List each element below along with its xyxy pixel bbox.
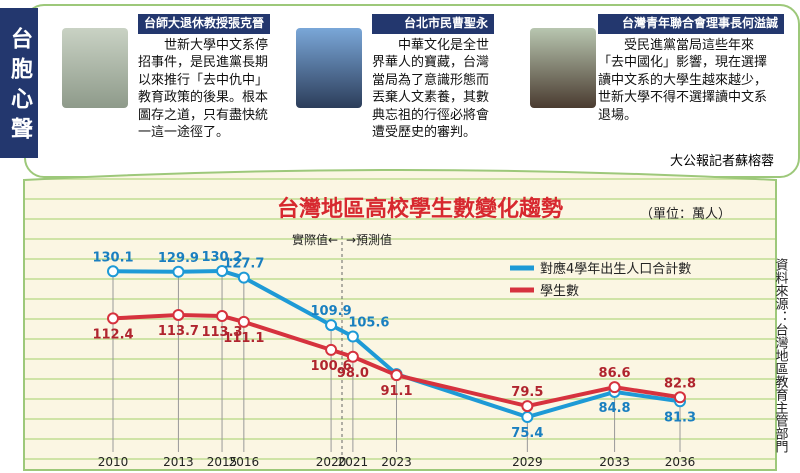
x-tick-label: 2021 [338, 455, 369, 469]
data-label: 113.7 [158, 324, 199, 339]
data-point [325, 319, 338, 332]
data-label: 81.3 [664, 410, 696, 425]
data-label: 111.1 [223, 331, 264, 346]
quote-line: 典忘祖的行徑必將會 [372, 107, 490, 123]
quote-line: 招事件，是民進黨長期 [138, 55, 269, 70]
data-label: 100.6 [311, 359, 352, 374]
quote-line: 世新大學中文系停 [164, 37, 269, 53]
data-point [608, 381, 621, 394]
data-point [216, 265, 229, 277]
data-label: 86.6 [599, 366, 631, 381]
data-point [237, 271, 250, 284]
data-label: 130.1 [92, 250, 133, 265]
data-label: 113.3 [201, 325, 242, 340]
photo [530, 28, 596, 108]
data-label: 82.8 [664, 376, 696, 391]
quote-line: 退場。 [598, 107, 638, 123]
data-label: 75.4 [511, 426, 543, 441]
x-tick-label: 2023 [381, 455, 412, 469]
quote-line: 當局為了意識形態而 [372, 72, 490, 88]
quote-line: 界華人的寶藏，台灣 [372, 55, 490, 70]
quote-header: 台灣青年聯合會理事長何溢誠 [598, 14, 784, 34]
quote-line: 讀中文系的大學生越來越少， [598, 72, 768, 88]
data-point [172, 265, 185, 278]
data-point [346, 350, 359, 363]
x-tick-label: 2033 [599, 455, 630, 469]
chart-title: 台灣地區高校學生數變化趨勢 [277, 196, 563, 222]
data-point [521, 400, 534, 413]
quote-line: 一這一途徑了。 [138, 125, 230, 140]
quote-line: 世新大學不得不選擇讀中文系 [598, 90, 768, 105]
photo [62, 28, 128, 108]
data-label: 98.0 [337, 366, 369, 381]
data-label: 129.9 [158, 251, 199, 266]
data-point [521, 411, 534, 423]
x-tick-label: 2013 [163, 455, 194, 469]
quote: 台師大退休教授張克晉世新大學中文系停招事件，是民進黨長期 以來推行「去中仇中」 教育… [138, 14, 270, 142]
chart-subtitle: （單位：萬人） [640, 207, 731, 222]
quote-line: 以來推行「去中仇中」 [138, 72, 269, 88]
chart-background [23, 169, 777, 471]
data-point [172, 308, 185, 321]
data-point [237, 315, 250, 328]
quote: 台北市民曹聖永中華文化是全世界華人的寶藏，台灣 當局為了意識形態而 丟棄人文素養，其… [372, 14, 494, 142]
data-label: 91.1 [380, 384, 412, 399]
data-label: 127.7 [223, 257, 264, 272]
data-point [674, 391, 686, 404]
data-point [107, 312, 119, 325]
legend-label: 學生數 [540, 284, 579, 299]
source: 資料來源：台灣地區教育主管部門 [773, 258, 789, 454]
series-line [112, 312, 681, 409]
data-point [107, 265, 119, 278]
series-line [112, 268, 681, 420]
data-point [390, 369, 403, 382]
sidebar-label: 台胞心聲 [0, 8, 38, 158]
data-point [325, 343, 338, 356]
photo [296, 28, 362, 108]
data-label: 84.8 [599, 401, 631, 416]
x-tick-label: 2010 [98, 455, 129, 469]
quote-line: 受民進黨當局這些年來 [624, 37, 755, 53]
x-tick-label: 2029 [512, 455, 543, 469]
quote-line: 教育政策的後果。根本 [138, 90, 269, 105]
byline: 大公報記者蘇榕蓉 [669, 154, 774, 169]
quote-line: 「去中國化」影響，現在選擇 [598, 55, 768, 70]
data-label: 109.9 [311, 304, 352, 319]
quote-line: 遭受歷史的審判。 [372, 125, 477, 140]
quote-line: 丟棄人文素養，其數 [372, 90, 490, 105]
quote-header: 台北市民曹聖永 [372, 14, 494, 34]
data-point [216, 310, 229, 323]
data-label: 112.4 [92, 327, 133, 342]
annotation: →預測值 [346, 232, 392, 247]
quote-header: 台師大退休教授張克晉 [138, 14, 270, 34]
x-tick-label: 2016 [229, 455, 260, 469]
data-label: 130.2 [201, 250, 242, 265]
quote-line: 中華文化是全世 [398, 37, 490, 53]
x-tick-label: 2036 [665, 455, 696, 469]
quote: 台灣青年聯合會理事長何溢誠受民進黨當局這些年來「去中國化」影響，現在選擇 讀中文系… [598, 14, 784, 124]
x-tick-label: 2015 [207, 455, 238, 469]
data-label: 79.5 [511, 385, 543, 400]
data-label: 105.6 [348, 316, 389, 331]
legend-label: 對應4學年出生人口合計數 [540, 261, 691, 277]
quote-line: 圖存之道，只有盡快統 [138, 107, 269, 123]
x-tick-label: 2020 [316, 455, 347, 469]
data-point [346, 330, 359, 343]
annotation: 實際值← [292, 232, 338, 247]
